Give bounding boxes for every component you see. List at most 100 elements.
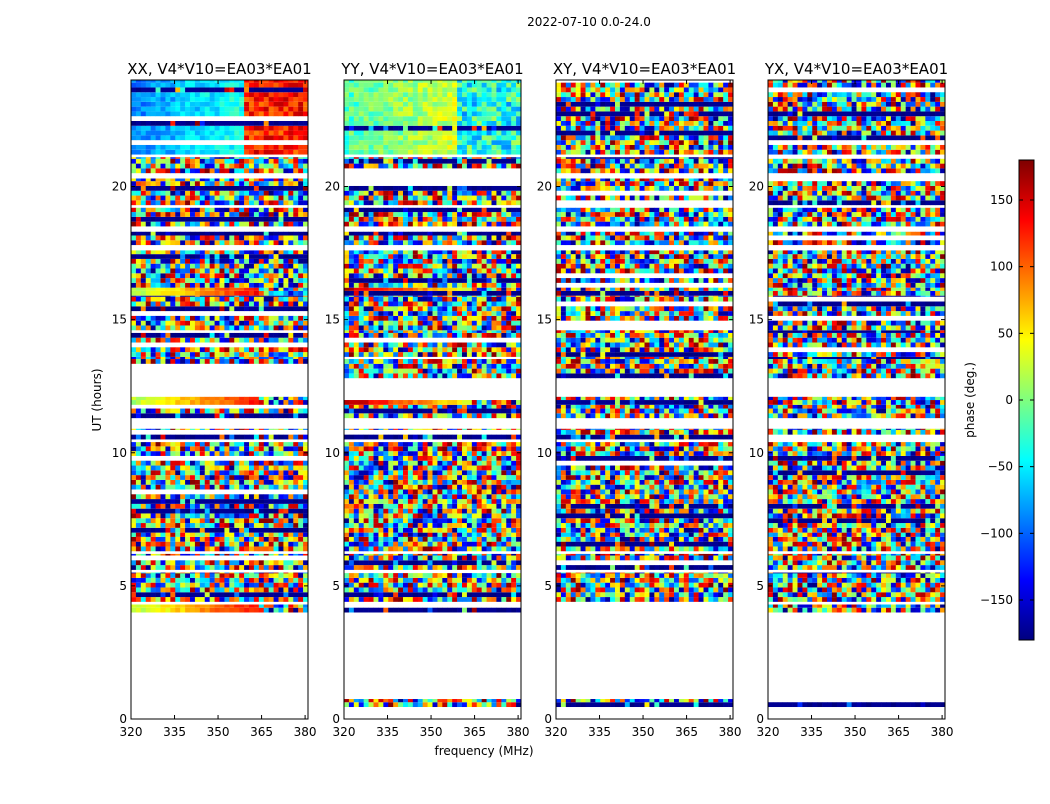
heatmap-cell (283, 435, 288, 440)
heatmap-cell (288, 135, 293, 140)
heatmap-cell (398, 485, 403, 490)
heatmap-cell (195, 181, 200, 186)
heatmap-cell (239, 573, 244, 578)
heatmap-cell (141, 232, 146, 236)
heatmap-cell (496, 429, 501, 430)
heatmap-cell (170, 573, 175, 578)
heatmap-cell (210, 259, 215, 264)
heatmap-cell (195, 269, 200, 274)
heatmap-cell (180, 338, 185, 343)
heatmap-cell (234, 212, 239, 217)
heatmap-cell (156, 357, 161, 359)
heatmap-cell (254, 235, 259, 240)
heatmap-cell (279, 208, 284, 212)
heatmap-cell (428, 413, 433, 418)
heatmap-cell (146, 126, 151, 131)
heatmap-cell (501, 546, 506, 551)
heatmap-cell (224, 409, 229, 414)
heatmap-cell (234, 254, 239, 259)
heatmap-cell (175, 168, 180, 173)
heatmap-cell (279, 509, 284, 514)
heatmap-cell (229, 413, 234, 418)
heatmap-cell (452, 456, 457, 461)
heatmap-cell (403, 475, 408, 480)
heatmap-cell (131, 235, 136, 240)
heatmap-cell (259, 352, 264, 357)
heatmap-cell (205, 240, 210, 245)
heatmap-cell (170, 208, 175, 212)
heatmap-cell (161, 321, 166, 326)
heatmap-cell (293, 297, 298, 302)
heatmap-cell (210, 283, 215, 288)
heatmap-cell (175, 321, 180, 326)
heatmap-cell (185, 135, 190, 140)
heatmap-cell (374, 369, 379, 374)
heatmap-cell (234, 573, 239, 574)
heatmap-cell (224, 338, 229, 343)
heatmap-cell (224, 494, 229, 499)
heatmap-cell (378, 369, 383, 374)
heatmap-cell (477, 556, 482, 561)
heatmap-cell (239, 608, 244, 613)
heatmap-cell (200, 232, 205, 236)
heatmap-cell (344, 446, 349, 451)
heatmap-cell (506, 699, 511, 702)
heatmap-cell (185, 565, 190, 570)
heatmap-cell (369, 573, 374, 578)
heatmap-cell (136, 181, 141, 186)
heatmap-cell (501, 702, 506, 707)
heatmap-cell (259, 504, 264, 509)
heatmap-cell (477, 554, 482, 556)
heatmap-cell (442, 533, 447, 537)
heatmap-cell (170, 92, 175, 97)
heatmap-cell (229, 475, 234, 480)
heatmap-cell (224, 485, 229, 490)
heatmap-cell (254, 509, 259, 514)
heatmap-cell (492, 409, 497, 414)
heatmap-cell (156, 546, 161, 551)
heatmap-cell (383, 480, 388, 485)
heatmap-cell (383, 413, 388, 418)
heatmap-cell (210, 186, 215, 191)
heatmap-cell (170, 232, 175, 236)
heatmap-cell (195, 347, 200, 352)
heatmap-cell (210, 250, 215, 254)
heatmap-cell (131, 288, 136, 291)
heatmap-cell (185, 126, 190, 131)
heatmap-cell (487, 518, 492, 523)
heatmap-cell (200, 181, 205, 186)
heatmap-cell (215, 333, 220, 338)
heatmap-cell (496, 546, 501, 551)
heatmap-cell (239, 200, 244, 205)
heatmap-cell (403, 702, 408, 707)
heatmap-cell (215, 578, 220, 583)
heatmap-cell (200, 92, 205, 97)
heatmap-cell (146, 159, 151, 164)
heatmap-cell (274, 168, 279, 173)
heatmap-cell (506, 369, 511, 374)
heatmap-cell (254, 164, 259, 169)
heatmap-cell (482, 442, 487, 446)
heatmap-cell (190, 83, 195, 88)
heatmap-cell (269, 126, 274, 131)
heatmap-cell (210, 217, 215, 222)
heatmap-cell (180, 291, 185, 296)
heatmap-cell (239, 509, 244, 514)
heatmap-cell (220, 499, 225, 504)
heatmap-cell (283, 466, 288, 471)
heatmap-cell (200, 494, 205, 499)
heatmap-cell (185, 413, 190, 418)
heatmap-cell (220, 537, 225, 542)
heatmap-cell (146, 435, 151, 440)
heatmap-cell (151, 145, 156, 150)
heatmap-cell (165, 573, 170, 574)
heatmap-cell (403, 518, 408, 523)
heatmap-cell (359, 560, 364, 565)
heatmap-cell (378, 461, 383, 466)
heatmap-cell (374, 405, 379, 409)
heatmap-cell (506, 456, 511, 461)
heatmap-cell (205, 92, 210, 97)
heatmap-cell (249, 504, 254, 509)
heatmap-cell (224, 533, 229, 537)
heatmap-cell (175, 297, 180, 302)
